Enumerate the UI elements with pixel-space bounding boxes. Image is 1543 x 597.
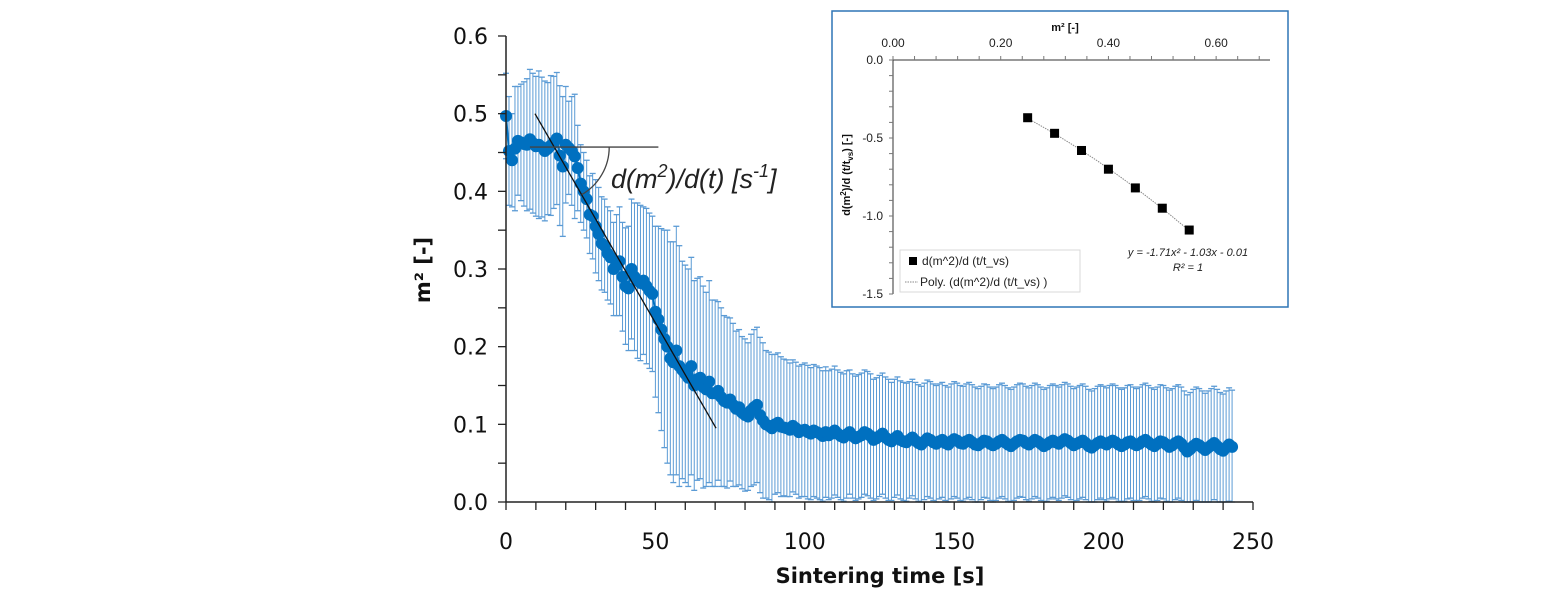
data-point — [556, 160, 569, 173]
data-point — [580, 193, 593, 206]
data-point — [592, 228, 605, 241]
x-axis-title: Sintering time [s] — [776, 564, 985, 588]
inset-legend: d(m^2)/d (t/t_vs) Poly. (d(m^2)/d (t/t_v… — [899, 249, 1081, 293]
data-point — [571, 162, 584, 175]
inset-data-markers — [1023, 113, 1194, 235]
y-tick-label: 0.0 — [453, 491, 488, 516]
y-tick-label: 0.3 — [453, 258, 488, 283]
inset-y-axis-title: d(m2)/d (t/tvs) [-] — [839, 134, 855, 216]
inset-data-point — [1050, 128, 1060, 138]
legend-box — [899, 249, 1081, 293]
data-point — [616, 270, 629, 283]
y-tick-label: 0.4 — [453, 180, 488, 205]
data-point — [694, 371, 707, 384]
inset-x-tick-label: 0.40 — [1097, 36, 1121, 50]
inset-y-tick-label: -0.5 — [862, 131, 883, 145]
x-tick-label: 150 — [933, 530, 975, 555]
data-markers — [500, 109, 1239, 458]
inset-data-point — [1157, 203, 1167, 213]
legend-square-marker — [909, 257, 917, 265]
x-tick-label: 0 — [499, 530, 513, 555]
x-tick-label: 250 — [1232, 530, 1274, 555]
main-chart: 0.00.10.20.30.40.50.60 50 100 150 200 250 d(m… — [411, 25, 1274, 588]
inset-axes: 0.00 0.20 0.40 0.60 0.0 -0.5 -1.0 -1.5 — [862, 36, 1270, 301]
y-tick-label: 0.2 — [453, 336, 488, 361]
data-point — [703, 375, 716, 388]
data-point — [646, 287, 659, 300]
inset-x-tick-label: 0.60 — [1204, 36, 1228, 50]
inset-data-point — [1184, 225, 1194, 235]
y-axis-title: m² [-] — [411, 237, 435, 303]
data-point — [568, 150, 581, 163]
data-point — [550, 132, 563, 145]
inset-chart: m² [-] 0.00 0.20 0.40 0.60 0.0 -0.5 -1.0 -1.5 d… — [831, 10, 1289, 308]
slope-annotation: d(m2)/d(t) [s-1] — [611, 161, 778, 194]
inset-data-point — [1130, 183, 1140, 193]
main-axes: 0.00.10.20.30.40.50.60 50 100 150 200 250 — [453, 25, 1274, 555]
data-point — [505, 154, 518, 167]
x-tick-label: 50 — [641, 530, 669, 555]
inset-x-tick-label: 0.00 — [881, 36, 905, 50]
fit-equation: y = -1.71x² - 1.03x - 0.01 — [1127, 247, 1248, 259]
data-point — [670, 344, 683, 357]
inset-y-tick-label: 0.0 — [866, 53, 883, 67]
slope-trend-line — [534, 113, 717, 429]
legend-entry-data: d(m^2)/d (t/t_vs) — [922, 254, 1009, 268]
legend-entry-fit: Poly. (d(m^2)/d (t/t_vs) ) — [920, 275, 1047, 289]
y-tick-label: 0.5 — [453, 103, 488, 128]
inset-y-tick-label: -1.5 — [862, 287, 883, 301]
data-point — [685, 360, 698, 373]
inset-x-tick-label: 0.20 — [989, 36, 1013, 50]
data-point — [622, 282, 635, 295]
y-tick-label: 0.1 — [453, 413, 488, 438]
data-point — [750, 398, 763, 411]
inset-x-axis-title: m² [-] — [1051, 22, 1079, 34]
angle-arc — [581, 147, 610, 196]
x-tick-label: 100 — [784, 530, 826, 555]
inset-data-point — [1023, 113, 1033, 123]
inset-y-tick-label: -1.0 — [862, 209, 883, 223]
data-point — [1226, 440, 1239, 453]
inset-data-point — [1103, 164, 1113, 174]
inset-data-point — [1077, 145, 1086, 155]
y-tick-label: 0.6 — [453, 25, 488, 50]
fit-r-squared: R² = 1 — [1173, 262, 1203, 274]
data-point — [655, 323, 668, 336]
x-tick-label: 200 — [1083, 530, 1125, 555]
